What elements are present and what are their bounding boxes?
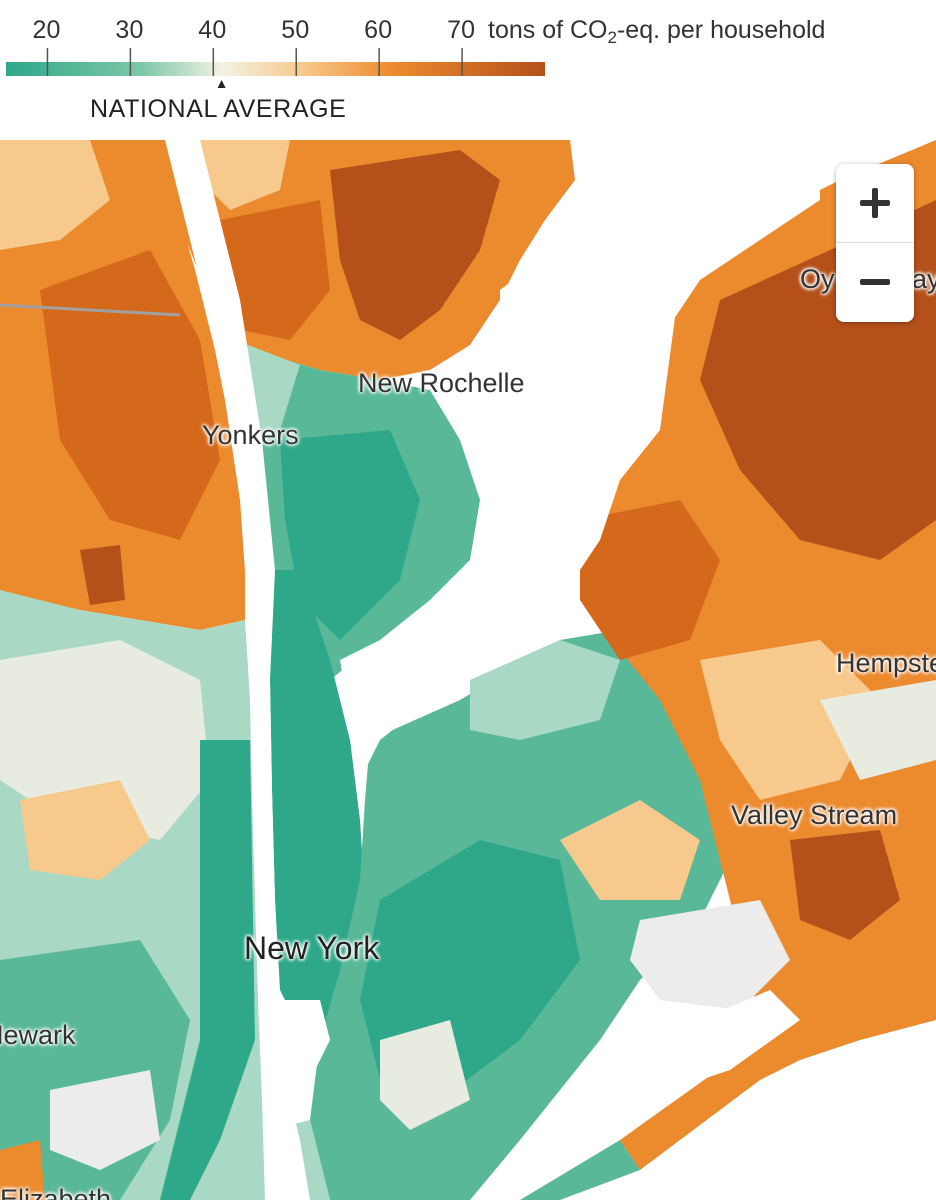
legend-tick-label-30: 30	[115, 16, 144, 44]
legend-unit-label: tons of CO2-eq. per household	[488, 16, 826, 47]
label-yonkers: Yonkers	[202, 420, 299, 450]
east-river	[340, 440, 620, 780]
legend-tick-label-70: 70	[447, 16, 476, 44]
region-nj-south-orange	[20, 780, 150, 880]
jamaica-bay	[600, 990, 800, 1100]
region-manhattan	[270, 570, 365, 1030]
region-brooklyn-pale	[380, 1020, 470, 1130]
region-nj-north-brown	[80, 545, 125, 605]
region-long-island-pale	[820, 680, 936, 780]
label-new-rochelle: New Rochelle	[358, 368, 525, 398]
plus-icon	[860, 188, 890, 218]
minus-icon	[860, 279, 890, 285]
zoom-controls	[836, 164, 914, 322]
national-average-marker	[217, 80, 226, 88]
region-westchester-light	[190, 140, 290, 210]
region-rockaway	[620, 980, 936, 1170]
label-new-york: New York	[244, 930, 380, 966]
legend-gradient-bar	[6, 62, 545, 76]
region-nj-north-dark	[40, 250, 220, 540]
label-oyster-bay-tail: ay	[912, 264, 936, 294]
region-nj-north-light	[0, 140, 110, 250]
region-queens-pale	[470, 640, 620, 740]
label-hempstead: Hempste	[836, 648, 936, 678]
label-newark: Newark	[0, 1020, 76, 1050]
region-long-island-light	[700, 640, 880, 800]
region-westchester-dark	[330, 150, 500, 340]
hudson-river	[165, 140, 310, 1200]
legend-tick-label-60: 60	[364, 16, 393, 44]
region-westchester-darkorange	[220, 200, 330, 340]
legend-tick-label-40: 40	[198, 16, 227, 44]
legend-bar-svg	[6, 48, 545, 88]
upper-bay	[270, 1000, 330, 1120]
long-island-sound	[500, 160, 820, 460]
zoom-out-button[interactable]	[836, 243, 914, 321]
region-long-island-darkorange	[580, 500, 720, 660]
label-oyster-bay: Oy	[800, 264, 835, 294]
color-legend: 20 30 40 50 60 70 tons of CO2-eq. per househo…	[0, 0, 936, 140]
zoom-in-button[interactable]	[836, 164, 914, 243]
region-queens-light-orange	[560, 800, 700, 900]
new-jersey-border-line	[0, 303, 181, 317]
region-rockaway-green	[520, 1140, 640, 1200]
region-nj-south-pale	[0, 640, 210, 840]
region-valley-stream-brown	[790, 830, 900, 940]
legend-tick-label-20: 20	[32, 16, 61, 44]
region-newark-gray	[50, 1070, 160, 1170]
legend-tick-label-50: 50	[281, 16, 310, 44]
region-jfk-airport	[630, 900, 790, 1010]
region-nj-orange-bottom	[0, 1140, 45, 1200]
region-nj-river-green	[160, 740, 255, 1200]
region-bronx-deep	[280, 430, 420, 640]
map-canvas[interactable]	[0, 140, 936, 1200]
label-valley-stream: Valley Stream	[731, 800, 898, 830]
national-average-label: NATIONAL AVERAGE	[90, 95, 347, 123]
emissions-map[interactable]: New Rochelle Yonkers New York Newark Val…	[0, 140, 936, 1200]
label-elizabeth: Elizabeth	[0, 1184, 112, 1200]
